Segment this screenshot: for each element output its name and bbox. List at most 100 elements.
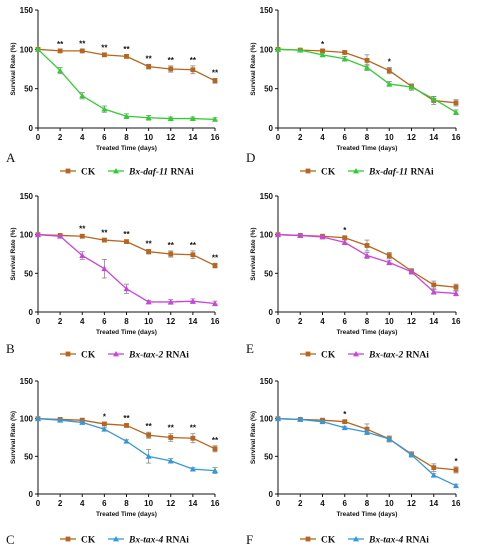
y-tick-label: 100	[20, 415, 34, 424]
data-point	[79, 92, 86, 99]
data-point	[168, 435, 174, 440]
y-tick-label: 150	[260, 377, 274, 386]
y-tick-label: 150	[260, 192, 274, 201]
x-tick-label: 12	[166, 317, 175, 326]
data-point	[146, 249, 152, 255]
data-point	[189, 115, 196, 121]
panel-letter: A	[6, 150, 16, 165]
legend-label: CK	[321, 351, 336, 361]
x-tick-label: 14	[429, 317, 438, 326]
y-tick-label: 50	[264, 452, 273, 461]
panel-letter: D	[246, 150, 255, 165]
legend-label: Bx-tax-2 RNAi	[368, 351, 429, 361]
x-tick-label: 10	[144, 317, 153, 326]
legend: CK Bx-daf-11 RNAi	[60, 168, 194, 178]
legend-label: Bx-daf-11 RNAi	[128, 168, 194, 178]
data-point	[124, 54, 129, 59]
x-tick-label: 0	[276, 317, 281, 326]
legend: CK Bx-daf-11 RNAi	[300, 168, 434, 178]
legend-label-gene: Bx-daf-11	[128, 168, 168, 178]
significance-mark: **	[212, 436, 219, 445]
data-point	[453, 100, 459, 106]
x-tick-label: 10	[385, 499, 394, 508]
data-point	[189, 466, 196, 472]
data-point	[408, 84, 415, 90]
x-tick-label: 2	[298, 317, 303, 326]
data-point	[386, 68, 392, 73]
y-tick-label: 0	[29, 124, 34, 133]
data-point	[453, 109, 459, 115]
x-tick-label: 14	[429, 499, 438, 508]
significance-mark: **	[146, 239, 153, 248]
data-point	[364, 57, 370, 63]
x-tick-label: 16	[452, 317, 461, 326]
panel-letter: F	[246, 532, 253, 547]
data-point	[123, 113, 130, 119]
legend-label: CK	[81, 168, 96, 178]
data-point	[386, 259, 393, 265]
data-point	[364, 243, 370, 248]
significance-mark: **	[123, 230, 130, 239]
significance-mark: **	[212, 253, 219, 262]
significance-mark: *	[321, 40, 325, 49]
data-point	[145, 114, 152, 121]
x-axis-label: Treated Time (days)	[337, 329, 398, 336]
significance-mark: *	[343, 226, 347, 235]
data-point	[35, 46, 41, 52]
data-point	[408, 451, 415, 458]
y-tick-label: 50	[24, 85, 33, 94]
panel-letter: C	[6, 532, 15, 547]
y-tick-label: 50	[24, 452, 33, 461]
data-point	[341, 55, 348, 62]
x-tick-label: 14	[188, 499, 197, 508]
y-tick-label: 50	[264, 85, 273, 94]
significance-mark: **	[190, 241, 197, 250]
data-point	[101, 237, 107, 243]
data-point	[453, 284, 459, 290]
data-point	[212, 300, 218, 306]
data-point	[364, 252, 370, 258]
data-point	[342, 419, 348, 425]
y-tick-label: 0	[269, 490, 274, 499]
legend-label-suffix: RNAi	[403, 351, 429, 361]
legend-label-gene: Bx-daf-11	[368, 168, 408, 178]
x-tick-label: 0	[36, 133, 41, 142]
data-point	[453, 467, 459, 473]
y-tick-label: 50	[24, 269, 33, 278]
significance-mark: **	[190, 424, 197, 433]
data-point	[386, 436, 393, 442]
data-point	[431, 465, 437, 471]
significance-mark: **	[79, 225, 86, 234]
significance-mark: *	[103, 412, 107, 421]
data-point	[167, 298, 174, 305]
x-tick-label: 4	[320, 317, 325, 326]
data-point	[79, 233, 85, 239]
legend-label-gene: Bx-tax-4	[368, 536, 404, 546]
x-tick-label: 0	[36, 499, 41, 508]
x-tick-label: 6	[343, 317, 348, 326]
x-tick-label: 2	[58, 317, 63, 326]
data-point	[453, 290, 459, 296]
x-tick-label: 8	[124, 499, 129, 508]
x-tick-label: 8	[365, 133, 370, 142]
data-point	[57, 67, 64, 73]
significance-mark: **	[168, 424, 175, 433]
legend: CK Bx-tax-4 RNAi	[300, 536, 429, 546]
data-point	[101, 421, 107, 427]
legend-marker	[305, 168, 311, 174]
y-tick-label: 100	[20, 231, 34, 240]
data-point	[319, 51, 326, 58]
significance-mark: **	[168, 241, 175, 250]
data-point	[167, 115, 174, 121]
legend-label: Bx-tax-4 RNAi	[368, 536, 429, 546]
x-tick-label: 6	[343, 499, 348, 508]
x-tick-label: 10	[144, 499, 153, 508]
y-tick-label: 100	[260, 231, 274, 240]
data-point	[430, 95, 437, 102]
data-point	[168, 251, 174, 257]
x-axis-label: Treated Time (days)	[96, 145, 157, 152]
x-tick-label: 4	[320, 499, 325, 508]
data-point	[190, 252, 196, 258]
data-point	[212, 467, 218, 474]
